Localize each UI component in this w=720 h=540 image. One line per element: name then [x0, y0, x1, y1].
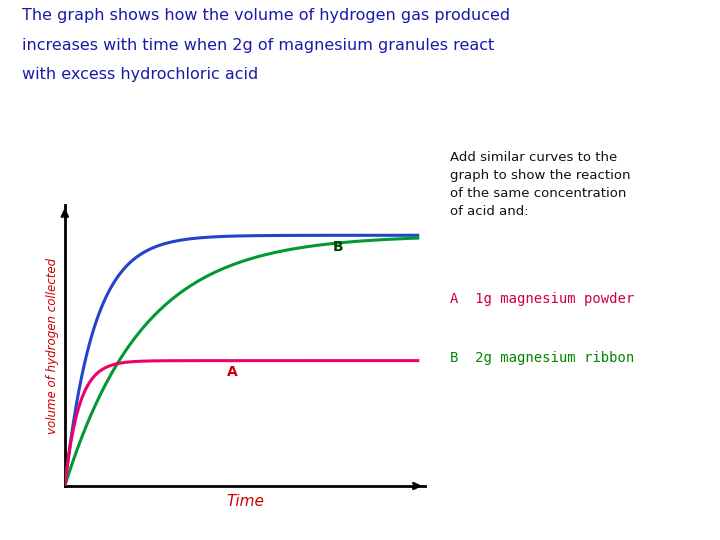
X-axis label: Time: Time [226, 494, 264, 509]
Text: A  1g magnesium powder: A 1g magnesium powder [450, 292, 634, 306]
Y-axis label: volume of hydrogen collected: volume of hydrogen collected [46, 258, 59, 434]
Text: Add similar curves to the
graph to show the reaction
of the same concentration
o: Add similar curves to the graph to show … [450, 151, 631, 218]
Text: with excess hydrochloric acid: with excess hydrochloric acid [22, 68, 258, 83]
Text: The graph shows how the volume of hydrogen gas produced: The graph shows how the volume of hydrog… [22, 8, 510, 23]
Text: A: A [227, 364, 238, 379]
Text: increases with time when 2g of magnesium granules react: increases with time when 2g of magnesium… [22, 38, 494, 53]
Text: B: B [333, 240, 343, 254]
Text: B  2g magnesium ribbon: B 2g magnesium ribbon [450, 351, 634, 365]
